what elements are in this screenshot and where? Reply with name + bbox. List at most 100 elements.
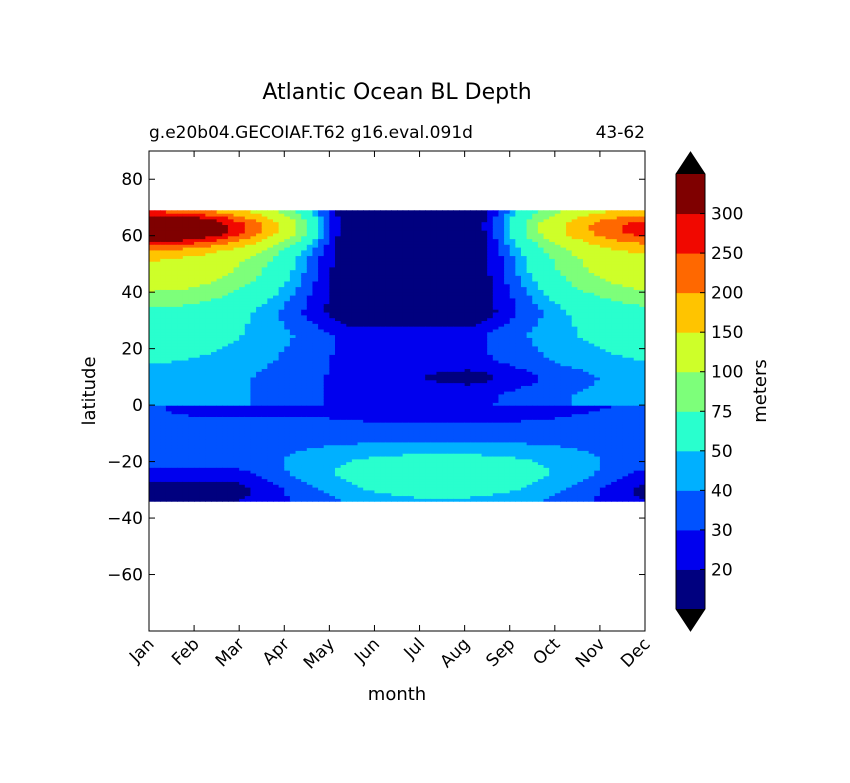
contour-cell <box>278 484 285 488</box>
contour-cell <box>188 478 195 482</box>
contour-cell <box>323 255 330 259</box>
contour-cell <box>177 238 184 242</box>
contour-cell <box>278 487 285 491</box>
contour-cell <box>233 241 240 245</box>
contour-cell <box>261 436 268 440</box>
contour-cell <box>278 249 285 254</box>
contour-cell <box>408 320 415 324</box>
contour-cell <box>205 475 212 480</box>
contour-cell <box>216 376 223 381</box>
contour-cell <box>149 286 156 290</box>
contour-cell <box>397 492 404 497</box>
contour-cell <box>397 215 404 220</box>
contour-cell <box>171 210 178 214</box>
contour-cell <box>301 255 308 259</box>
contour-cell <box>222 354 229 358</box>
contour-cell <box>346 306 353 310</box>
contour-cell <box>256 413 263 418</box>
contour-cell <box>295 213 302 217</box>
contour-cell <box>413 357 421 361</box>
contour-cell <box>391 427 398 432</box>
contour-cell <box>329 249 336 254</box>
contour-cell <box>211 450 218 454</box>
contour-cell <box>289 368 297 372</box>
contour-cell <box>363 266 370 271</box>
contour-cell <box>250 241 257 245</box>
contour-cell <box>368 436 376 440</box>
contour-cell <box>318 430 325 434</box>
contour-cell <box>329 213 336 217</box>
contour-cell <box>211 297 218 302</box>
contour-cell <box>199 374 206 378</box>
contour-cell <box>227 286 235 290</box>
contour-cell <box>244 295 252 299</box>
contour-cell <box>205 498 212 502</box>
contour-cell <box>250 295 257 299</box>
contour-cell <box>413 280 421 285</box>
contour-cell <box>329 275 336 279</box>
contour-cell <box>250 447 257 451</box>
contour-cell <box>165 450 173 454</box>
contour-cell <box>154 450 161 454</box>
contour-cell <box>177 278 184 282</box>
contour-cell <box>289 464 297 468</box>
contour-cell <box>199 458 206 463</box>
contour-cell <box>160 323 167 327</box>
contour-cell <box>171 376 178 381</box>
contour-cell <box>182 272 190 276</box>
contour-cell <box>149 317 156 322</box>
contour-cell <box>380 374 387 378</box>
contour-cell <box>267 359 274 364</box>
contour-cell <box>188 484 195 488</box>
contour-cell <box>239 300 246 305</box>
contour-cell <box>171 314 178 319</box>
contour-cell <box>380 492 387 497</box>
contour-cell <box>301 320 308 324</box>
contour-cell <box>363 295 370 299</box>
contour-cell <box>165 376 173 381</box>
contour-cell <box>335 475 342 480</box>
contour-cell <box>278 354 285 358</box>
contour-cell <box>335 362 342 367</box>
contour-cell <box>391 365 398 370</box>
contour-cell <box>177 492 184 497</box>
contour-cell <box>165 422 173 426</box>
contour-cell <box>323 215 330 220</box>
contour-cell <box>306 286 314 290</box>
contour-cell <box>222 323 229 327</box>
contour-cell <box>413 433 421 437</box>
contour-cell <box>244 258 252 262</box>
contour-cell <box>385 405 392 409</box>
contour-cell <box>391 224 398 228</box>
contour-cell <box>273 224 280 228</box>
contour-cell <box>199 371 206 375</box>
contour-cell <box>222 218 229 223</box>
contour-cell <box>357 498 364 502</box>
contour-cell <box>222 495 229 499</box>
contour-cell <box>419 444 426 449</box>
contour-cell <box>351 458 359 463</box>
contour-cell <box>227 388 235 392</box>
contour-cell <box>239 292 246 296</box>
contour-cell <box>199 286 206 290</box>
contour-cell <box>211 382 218 386</box>
contour-cell <box>374 410 381 415</box>
contour-cell <box>233 498 240 502</box>
contour-cell <box>402 275 409 279</box>
contour-cell <box>312 407 319 412</box>
contour-cell <box>177 328 184 333</box>
contour-cell <box>385 475 392 480</box>
contour-cell <box>165 492 173 497</box>
contour-cell <box>149 283 156 288</box>
contour-cell <box>301 213 308 217</box>
contour-cell <box>380 439 387 443</box>
contour-cell <box>351 269 359 274</box>
contour-cell <box>312 241 319 245</box>
contour-cell <box>323 306 330 310</box>
contour-cell <box>244 314 252 319</box>
contour-cell <box>295 391 302 395</box>
contour-cell <box>413 413 421 418</box>
contour-cell <box>149 266 156 271</box>
contour-cell <box>289 221 297 226</box>
contour-cell <box>413 487 421 491</box>
